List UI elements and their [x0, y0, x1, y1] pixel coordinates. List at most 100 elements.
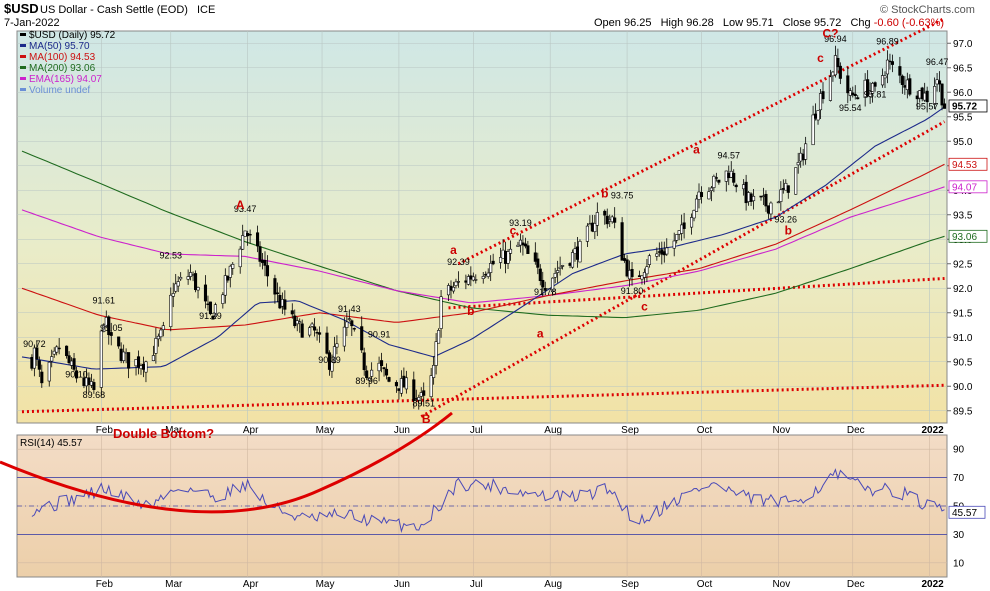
candle-body	[47, 361, 51, 382]
candle-body	[801, 153, 805, 161]
price-label: 96.47	[926, 57, 949, 67]
channel-line	[21, 383, 945, 414]
price-grid	[17, 31, 947, 423]
price-label: 96.94	[824, 34, 847, 44]
chg-value: -0.60 (-0.63%)	[874, 17, 944, 29]
candle-body	[742, 184, 746, 190]
candle-body	[625, 259, 629, 277]
candle-body	[923, 92, 927, 101]
price-label: 91.61	[93, 295, 116, 305]
x-tick-label: Nov	[772, 579, 790, 590]
symbol-title: $USD	[4, 1, 39, 16]
candle-body	[350, 320, 354, 327]
candle-body	[680, 224, 684, 234]
candle-body	[486, 272, 490, 277]
price-label: 90.91	[368, 330, 391, 340]
candle-body	[263, 260, 267, 266]
candle-body	[107, 316, 111, 336]
candle-body	[821, 91, 825, 100]
candle-body	[394, 382, 398, 387]
candle-body	[665, 247, 669, 255]
ohlc-line: Open 96.25 High 96.28 Low 95.71 Close 95…	[594, 17, 944, 29]
candle-body	[275, 292, 279, 295]
candle-body	[925, 90, 929, 103]
x-tick-label: Jul	[470, 579, 483, 590]
candle-body	[159, 329, 163, 338]
candle-body	[70, 360, 74, 366]
candle-body	[933, 86, 937, 105]
price-label: 90.72	[23, 339, 46, 349]
channel-line	[420, 120, 946, 418]
candle-body	[99, 330, 103, 388]
ema165-line	[21, 186, 945, 304]
candle-body	[717, 179, 721, 183]
candle-body	[605, 215, 609, 225]
value-tag-text: 94.53	[952, 160, 977, 171]
wave-label: b	[467, 304, 474, 318]
candle-body	[454, 281, 458, 286]
legend-entry: MA(100) 94.53	[29, 52, 96, 63]
candle-body	[370, 369, 374, 377]
candle-body	[898, 66, 902, 76]
candle-body	[769, 202, 773, 215]
candle-body	[134, 359, 138, 367]
value-tag-text: 94.07	[952, 182, 977, 193]
candle-body	[156, 335, 160, 340]
exchange-label: ICE	[197, 4, 215, 16]
close-label: Close	[783, 17, 811, 29]
price-label: 89.51	[412, 398, 435, 408]
candle-body	[417, 397, 421, 401]
candle-body	[918, 90, 922, 99]
candle-body	[734, 184, 738, 188]
candle-body	[310, 323, 314, 327]
candle-body	[171, 293, 175, 297]
candle-body	[489, 263, 493, 273]
candle-body	[52, 350, 56, 355]
price-tick-label: 97.0	[953, 39, 973, 50]
candle-body	[561, 265, 565, 267]
price-tick-label: 93.5	[953, 210, 973, 221]
wave-label: a	[450, 243, 457, 257]
candle-body	[248, 233, 252, 236]
wave-labels: A Ba b c a b c a b c C?	[236, 26, 839, 426]
right-value-tags: 95.72 94.53 94.07 93.06	[948, 99, 988, 243]
candle-body	[871, 82, 875, 94]
candle-body	[603, 210, 607, 216]
low-label: Low	[723, 17, 743, 29]
candle-body	[578, 240, 582, 263]
candle-body	[499, 257, 503, 263]
value-tag-box	[948, 99, 988, 113]
candle-body	[590, 222, 594, 232]
price-tick-label: 92.5	[953, 259, 973, 270]
candle-body	[714, 177, 718, 179]
candle-body	[377, 362, 381, 372]
x-tick-label: May	[316, 425, 335, 436]
candle-body	[613, 217, 617, 223]
price-label: 95.57	[916, 101, 939, 111]
price-label: 91.80	[621, 286, 644, 296]
x-tick-label: Jun	[394, 425, 410, 436]
open-value: 96.25	[624, 17, 652, 29]
candle-body	[709, 187, 713, 191]
candle-body	[712, 175, 716, 188]
candle-body	[102, 324, 106, 332]
candle-body	[87, 377, 91, 385]
x-tick-label: Oct	[697, 579, 713, 590]
value-tag-box	[948, 180, 988, 194]
legend-swatch	[20, 33, 26, 36]
candle-body	[856, 97, 860, 100]
x-tick-label: May	[316, 579, 335, 590]
candle-body	[637, 275, 642, 278]
close-value: 95.72	[814, 17, 842, 29]
candle-body	[466, 276, 470, 285]
candle-body	[744, 181, 748, 204]
candle-body	[315, 332, 319, 334]
x-tick-label: Feb	[96, 579, 114, 590]
candle-body	[558, 266, 562, 269]
candle-body	[419, 392, 423, 397]
candle-body	[799, 152, 803, 162]
candle-body	[481, 276, 485, 279]
candle-body	[836, 57, 840, 68]
candle-body	[595, 212, 599, 226]
candle-body	[588, 223, 592, 226]
